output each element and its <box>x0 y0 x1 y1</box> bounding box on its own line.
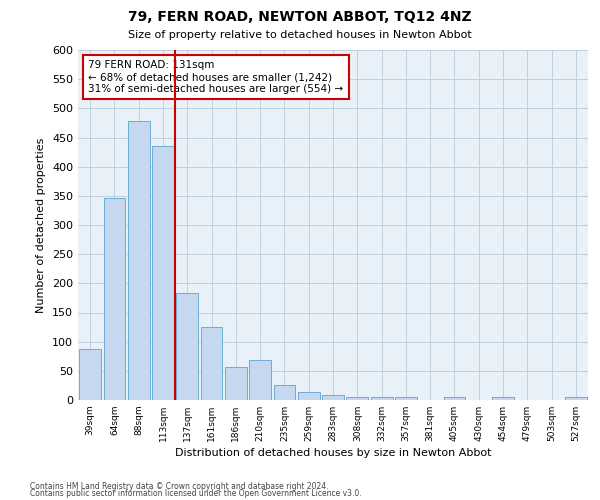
Bar <box>395 397 417 400</box>
Bar <box>225 366 247 400</box>
Y-axis label: Number of detached properties: Number of detached properties <box>37 138 46 312</box>
Bar <box>104 198 125 400</box>
Bar <box>346 397 368 400</box>
Text: Contains HM Land Registry data © Crown copyright and database right 2024.: Contains HM Land Registry data © Crown c… <box>30 482 329 491</box>
X-axis label: Distribution of detached houses by size in Newton Abbot: Distribution of detached houses by size … <box>175 448 491 458</box>
Bar <box>152 146 174 400</box>
Bar <box>200 327 223 400</box>
Bar <box>565 397 587 400</box>
Bar <box>443 397 466 400</box>
Text: 79, FERN ROAD, NEWTON ABBOT, TQ12 4NZ: 79, FERN ROAD, NEWTON ABBOT, TQ12 4NZ <box>128 10 472 24</box>
Bar <box>492 397 514 400</box>
Bar <box>128 121 149 400</box>
Bar <box>274 386 295 400</box>
Bar <box>298 392 320 400</box>
Bar <box>322 396 344 400</box>
Bar <box>176 293 198 400</box>
Text: Contains public sector information licensed under the Open Government Licence v3: Contains public sector information licen… <box>30 489 362 498</box>
Bar <box>249 360 271 400</box>
Bar <box>371 397 392 400</box>
Text: Size of property relative to detached houses in Newton Abbot: Size of property relative to detached ho… <box>128 30 472 40</box>
Text: 79 FERN ROAD: 131sqm
← 68% of detached houses are smaller (1,242)
31% of semi-de: 79 FERN ROAD: 131sqm ← 68% of detached h… <box>88 60 343 94</box>
Bar <box>79 348 101 400</box>
